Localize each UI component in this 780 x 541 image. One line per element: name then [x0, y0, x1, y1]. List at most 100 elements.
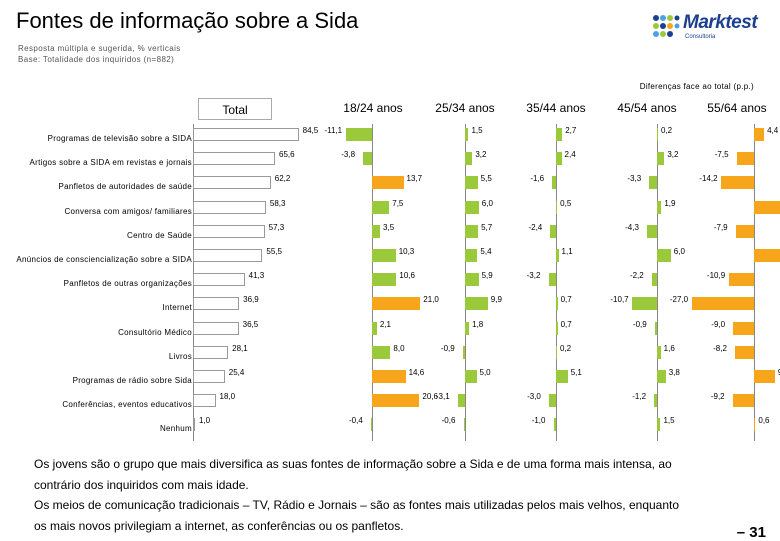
column-header-45-54: 45/54 anos — [617, 101, 677, 115]
difference-value-label: -9,0 — [711, 319, 726, 329]
difference-bar — [754, 249, 780, 262]
difference-bar — [733, 321, 754, 335]
logo-subtext: Consultoria — [685, 34, 716, 40]
row-label: Centro de Saúde — [127, 230, 192, 240]
difference-bar — [463, 418, 465, 432]
difference-bar — [556, 321, 558, 335]
total-value-label: 62,2 — [274, 174, 291, 184]
row-label: Livros — [168, 351, 192, 361]
column-header-35-44: 35/44 anos — [526, 101, 586, 115]
difference-value-label: 0,6 — [758, 416, 770, 426]
difference-bar — [556, 370, 568, 383]
difference-bar — [657, 418, 661, 432]
footer-line: Os jovens são o grupo que mais diversifi… — [34, 457, 672, 471]
difference-value-label: -1,2 — [632, 392, 647, 402]
subtitle-base: Base: Totalidade dos inquiridos (n=882) — [18, 55, 175, 64]
row-label: Conversa com amigos/ familiares — [64, 206, 192, 216]
difference-value-label: 5,1 — [570, 368, 582, 377]
difference-value-label: -0,9 — [440, 343, 455, 353]
column-header-55-64: 55/64 anos — [707, 101, 767, 115]
difference-bar — [372, 297, 421, 311]
row-label: Consultório Médico — [118, 327, 192, 337]
difference-value-label: 5,0 — [479, 368, 491, 377]
difference-value-label: 4,4 — [767, 126, 779, 135]
difference-value-label: -1,0 — [531, 416, 546, 426]
difference-bar — [732, 394, 754, 408]
difference-bar — [556, 249, 559, 262]
difference-bar — [372, 273, 397, 287]
difference-bar — [657, 370, 666, 383]
difference-bar — [363, 152, 372, 166]
difference-bar — [462, 345, 465, 359]
total-bar — [193, 345, 229, 359]
difference-value-label: 20,6 — [422, 392, 438, 402]
difference-value-label: -3,8 — [341, 150, 356, 160]
difference-value-label: -7,5 — [714, 150, 729, 160]
total-bar — [193, 128, 299, 141]
difference-value-label: 3,8 — [668, 368, 680, 377]
difference-bar — [552, 176, 556, 190]
difference-bar — [649, 176, 657, 190]
difference-bar — [735, 224, 754, 238]
difference-value-label: 14,6 — [408, 368, 425, 377]
difference-bar — [465, 297, 488, 311]
page-title: Fontes de informação sobre a Sida — [16, 8, 359, 33]
difference-bar — [465, 176, 478, 190]
difference-bar — [657, 152, 665, 166]
difference-value-label: 5,5 — [480, 174, 492, 184]
difference-bar — [651, 273, 657, 287]
difference-value-label: 5,7 — [481, 222, 493, 232]
row-label: Anúncios de consciencialização sobre a S… — [16, 255, 192, 264]
total-bar — [193, 152, 275, 166]
difference-value-label: -8,2 — [713, 343, 727, 353]
difference-value-label: -9,2 — [710, 392, 725, 402]
marktest-logo: Marktest Consultoria — [652, 12, 767, 46]
difference-bar — [657, 200, 662, 214]
difference-value-label: 5,4 — [480, 247, 492, 256]
difference-bar — [728, 273, 754, 287]
difference-bar — [632, 297, 657, 311]
row-label: Programas de rádio sobre Sida — [72, 376, 192, 385]
difference-value-label: 3,2 — [667, 150, 679, 160]
difference-value-label: -27,0 — [669, 295, 689, 305]
row-label: Conferências, eventos educativos — [62, 400, 192, 410]
difference-bar — [654, 394, 657, 408]
difference-value-label: -1,6 — [530, 174, 545, 184]
logo-wordmark: Marktest — [683, 12, 758, 33]
difference-value-label: -14,2 — [699, 174, 718, 184]
difference-bar — [372, 394, 420, 408]
difference-value-label: 1,5 — [663, 416, 675, 426]
difference-bar — [654, 321, 657, 335]
difference-bar — [754, 128, 765, 141]
difference-value-label: 1,5 — [471, 126, 483, 135]
difference-bar — [721, 176, 754, 190]
total-bar — [193, 321, 239, 335]
total-value-label: 57,3 — [268, 222, 285, 232]
total-value-label: 25,4 — [228, 368, 245, 377]
difference-value-label: 21,0 — [423, 295, 439, 305]
difference-value-label: 13,7 — [406, 174, 423, 184]
difference-value-label: 2,1 — [379, 319, 391, 329]
difference-value-label: 5,9 — [481, 271, 493, 281]
difference-bar — [549, 394, 556, 408]
footer-line: contrário dos inquiridos com mais idade. — [34, 477, 249, 492]
total-bar — [193, 394, 216, 408]
difference-value-label: 0,7 — [560, 295, 572, 305]
difference-value-label: -10,9 — [706, 271, 726, 281]
difference-bar — [465, 200, 479, 214]
difference-bar — [371, 418, 372, 432]
difference-value-label: -2,2 — [629, 271, 644, 281]
difference-value-label: 1,8 — [472, 319, 484, 329]
total-bar — [193, 224, 265, 238]
difference-bar — [465, 249, 478, 262]
difference-bar — [372, 224, 381, 238]
difference-value-label: 0,2 — [661, 126, 673, 135]
difference-value-label: 9,1 — [778, 368, 780, 377]
difference-value-label: -0,9 — [632, 319, 647, 329]
difference-bar — [465, 273, 479, 287]
difference-value-label: 2,4 — [564, 150, 576, 160]
diff-axis-line — [754, 124, 755, 441]
difference-bar — [457, 394, 465, 408]
difference-value-label: 1,9 — [664, 198, 676, 208]
difference-bar — [657, 249, 671, 262]
